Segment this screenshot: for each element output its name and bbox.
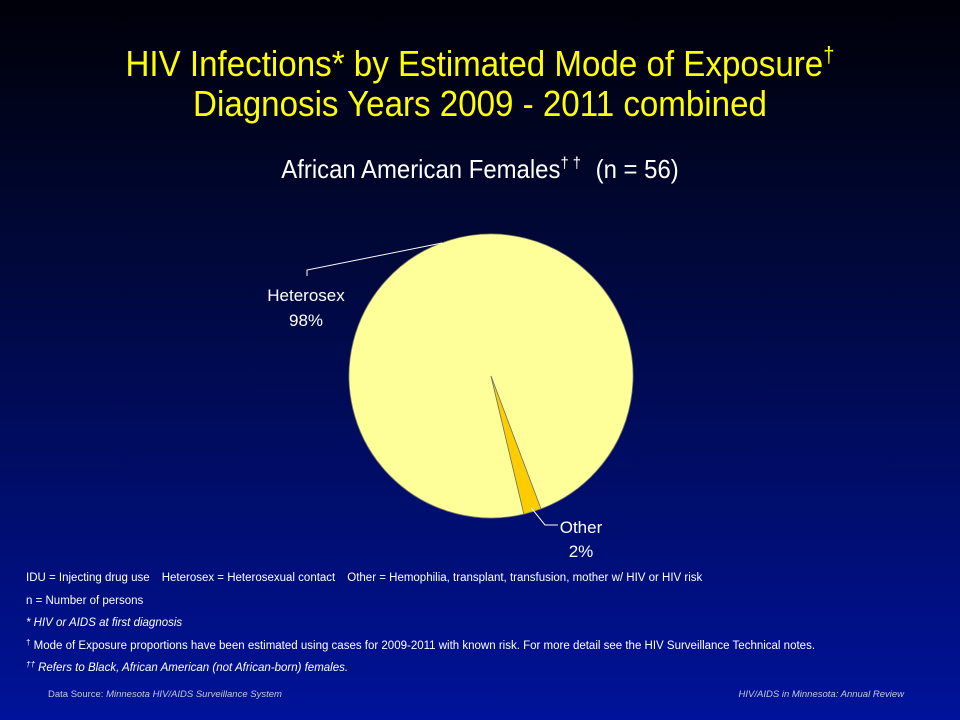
sample-size: (n = 56) xyxy=(595,154,679,184)
label-heterosex-percent: 98% xyxy=(289,311,323,330)
pie-slice-heterosex xyxy=(348,233,634,519)
double-dagger-note: †† Refers to Black, African American (no… xyxy=(26,660,349,675)
leader-line-heterosex xyxy=(306,242,443,276)
leader-line-other xyxy=(530,507,558,526)
label-heterosex: Heterosex xyxy=(267,286,345,305)
abbreviations-note: IDU = Injecting drug use Heterosex = Hete… xyxy=(26,572,703,584)
dagger-note: † Mode of Exposure proportions have been… xyxy=(26,637,816,652)
n-note: n = Number of persons xyxy=(26,594,144,607)
title-dagger: † xyxy=(823,42,835,67)
data-source: Data Source: Minnesota HIV/AIDS Surveill… xyxy=(48,689,282,700)
pie-slice-other xyxy=(490,375,542,515)
chart-subtitle: African American Females† † (n = 56) xyxy=(281,154,679,184)
report-name: HIV/AIDS in Minnesota: Annual Review xyxy=(738,689,904,700)
label-other-percent: 2% xyxy=(569,542,594,561)
footnotes: IDU = Injecting drug use Heterosex = Hete… xyxy=(26,570,946,683)
label-other: Other xyxy=(560,518,603,537)
subtitle-dagger: † † xyxy=(560,155,581,172)
title-line-2: Diagnosis Years 2009 - 2011 combined xyxy=(193,83,767,124)
slide-title: HIV Infections* by Estimated Mode of Exp… xyxy=(38,44,921,124)
asterisk-note: * HIV or AIDS at first diagnosis xyxy=(26,617,183,629)
title-line-1: HIV Infections* by Estimated Mode of Exp… xyxy=(125,42,835,84)
